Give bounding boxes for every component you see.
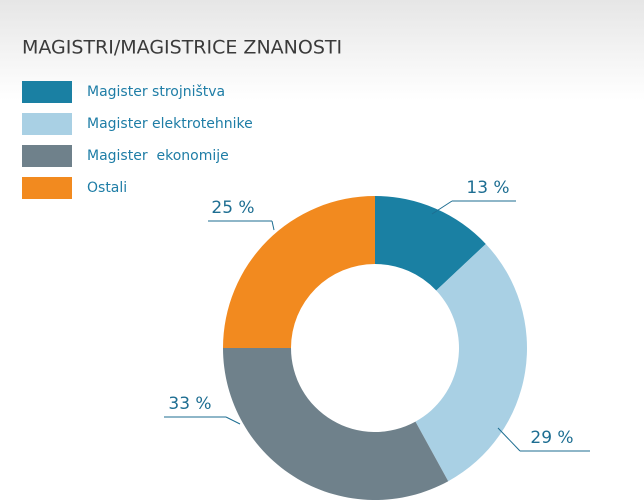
label-leader [431, 200, 453, 215]
donut-slice [223, 196, 375, 348]
legend-swatch [22, 177, 72, 199]
chart-title: MAGISTRI/MAGISTRICE ZNANOSTI [22, 37, 342, 59]
legend-label: Magister elektrotehnike [87, 116, 253, 132]
value-label: 29 % [530, 428, 573, 448]
value-label: 33 % [168, 394, 211, 414]
legend-label: Magister ekonomije [87, 148, 229, 164]
legend-swatch [22, 113, 72, 135]
label-leader [271, 220, 275, 231]
donut-slice [223, 348, 449, 500]
legend-label: Magister strojništva [87, 84, 225, 100]
donut-slice [415, 243, 527, 482]
legend-label: Ostali [87, 180, 127, 196]
donut-slice [375, 196, 486, 291]
label-leader [225, 416, 241, 425]
legend-swatch [22, 145, 72, 167]
legend-swatch [22, 81, 72, 103]
value-label: 25 % [211, 198, 254, 218]
value-label: 13 % [466, 178, 509, 198]
label-leader [497, 427, 521, 452]
